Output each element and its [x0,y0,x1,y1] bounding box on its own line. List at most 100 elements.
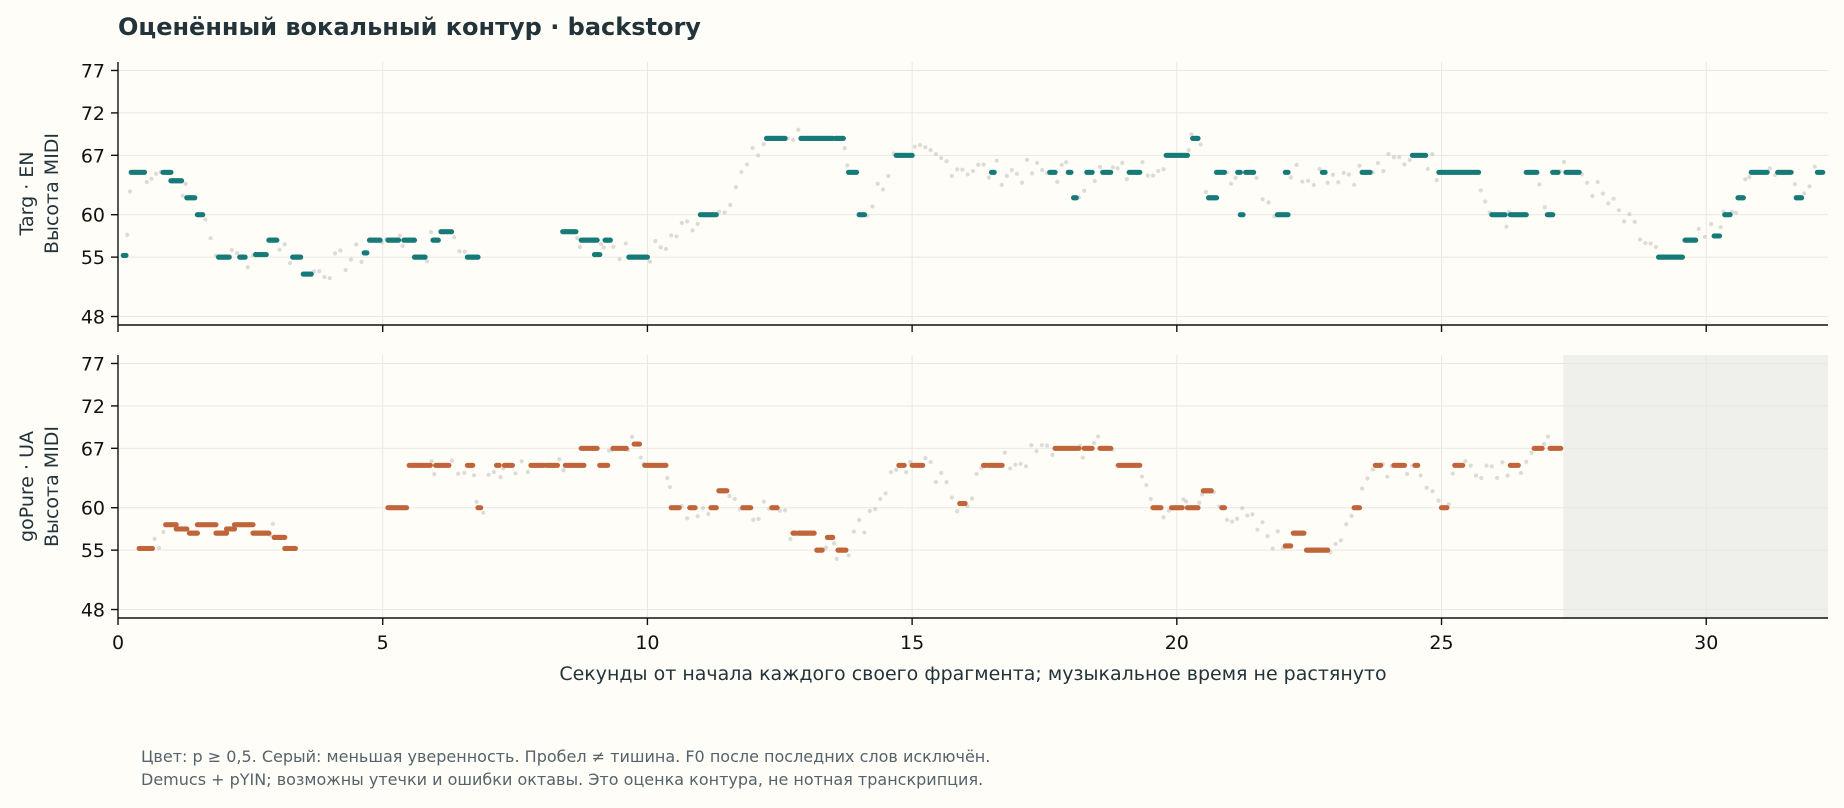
targ-pitch-point [192,195,198,201]
gopure-low-confidence-point [933,479,939,485]
gopure-low-confidence-point [1092,440,1097,446]
gopure-pitch-point [223,530,230,536]
gopure-low-confidence-point [756,516,761,521]
targ-low-confidence-point [1375,160,1381,166]
gopure-low-confidence-point [498,475,503,480]
gopure-low-confidence-point [831,541,837,546]
targ-low-confidence-point [1747,175,1752,180]
targ-low-confidence-point [1386,151,1391,157]
targ-low-confidence-point [1622,219,1627,224]
gopure-low-confidence-point [1484,463,1489,468]
targ-pitch-point [1679,254,1686,260]
gopure-low-confidence-point [462,470,467,476]
targ-low-confidence-point [343,267,348,273]
targ-pitch-point [1195,135,1201,141]
targ-low-confidence-point [728,202,733,208]
targ-low-confidence-point [1311,182,1316,188]
targ-low-confidence-point [1198,142,1203,147]
targ-low-confidence-point [1537,182,1542,187]
targ-low-confidence-point [1189,132,1194,137]
targ-low-confidence-point [424,259,430,264]
gopure-low-confidence-point [823,545,829,550]
gopure-low-confidence-point [1365,476,1370,481]
gopure-low-confidence-point [1545,434,1551,439]
gopure-pitch-point [1401,462,1408,468]
targ-low-confidence-point [1616,208,1621,213]
gopure-low-confidence-point [1023,464,1029,469]
targ-low-confidence-point [127,189,133,194]
gopure-low-confidence-point [1338,538,1344,543]
gopure-low-confidence-point [944,480,949,485]
targ-low-confidence-point [1653,244,1659,250]
gopure-pitch-point [748,505,754,511]
targ-low-confidence-point [1483,199,1488,204]
targ-low-confidence-point [1097,164,1103,170]
targ-low-confidence-point [1648,241,1653,246]
targ-low-confidence-point [1381,169,1386,174]
gopure-pitch-point [636,441,643,447]
gopure-low-confidence-point [1524,459,1529,464]
targ-low-confidence-point [1637,237,1643,242]
gopure-low-confidence-point [1013,462,1018,467]
targ-low-confidence-point [1228,181,1234,186]
targ-pitch-point [861,212,868,218]
targ-low-confidence-point [658,245,663,250]
gopure-low-confidence-point [1360,486,1365,491]
gopure-low-confidence-point [1039,443,1044,448]
gopure-pitch-point [581,462,587,468]
gopure-low-confidence-point [788,536,793,542]
targ-low-confidence-point [1585,180,1590,185]
targ-low-confidence-point [923,145,928,150]
targ-low-confidence-point [960,167,965,172]
gopure-low-confidence-point [1405,471,1410,477]
targ-low-confidence-point [617,257,622,262]
targ-pitch-point [1740,195,1746,201]
gopure-pitch-point [184,526,190,532]
panel-targ-en: 48 55 60 67 72 77 Targ · EN Высота MIDI [16,60,1828,332]
gopure-y-tick-label: 72 [81,396,105,418]
targ-pitch-point [840,135,846,141]
targ-pitch-point [1250,169,1257,175]
targ-pitch-point [1285,212,1291,218]
gopure-pitch-point [692,505,698,511]
gopure-pitch-point [1460,462,1466,468]
targ-pitch-point [573,229,579,235]
gopure-low-confidence-point [1161,515,1166,520]
gopure-low-confidence-point [667,484,673,490]
gopure-pitch-point [231,526,238,532]
targ-low-confidence-point [1009,168,1014,173]
gopure-low-confidence-point [1139,474,1145,479]
targ-low-confidence-point [1606,201,1611,206]
targ-low-confidence-point [1186,148,1191,153]
gopure-low-confidence-point [878,496,883,502]
targ-low-confidence-point [870,204,875,209]
gopure-low-confidence-point [456,471,461,476]
gopure-pitch-point [213,522,219,528]
targ-low-confidence-point [761,142,766,147]
targ-low-confidence-point [428,229,434,235]
targ-low-confidence-point [695,221,700,226]
targ-low-confidence-point [1014,171,1020,176]
targ-low-confidence-point [1402,162,1407,167]
gopure-y-tick-label: 77 [81,353,105,375]
targ-low-confidence-point [457,249,462,254]
targ-low-confidence-point [601,245,606,250]
targ-low-confidence-point [1004,173,1009,178]
targ-low-confidence-point [1407,157,1412,163]
targ-low-confidence-point [287,260,293,266]
gopure-low-confidence-point [969,496,975,501]
gopure-low-confidence-point [449,458,455,463]
targ-low-confidence-point [397,233,403,238]
targ-low-confidence-point [1254,175,1259,180]
gopure-low-confidence-point [904,470,909,475]
targ-pitch-point [909,152,915,158]
gopure-low-confidence-point [949,495,954,500]
gopure-pitch-point [901,462,907,468]
targ-low-confidence-point [1478,188,1483,193]
gopure-low-confidence-point [1505,473,1510,478]
targ-pitch-point [1820,169,1826,175]
targ-low-confidence-point [939,155,944,161]
targ-low-confidence-point [1161,167,1166,172]
targ-pitch-point [1184,152,1191,158]
